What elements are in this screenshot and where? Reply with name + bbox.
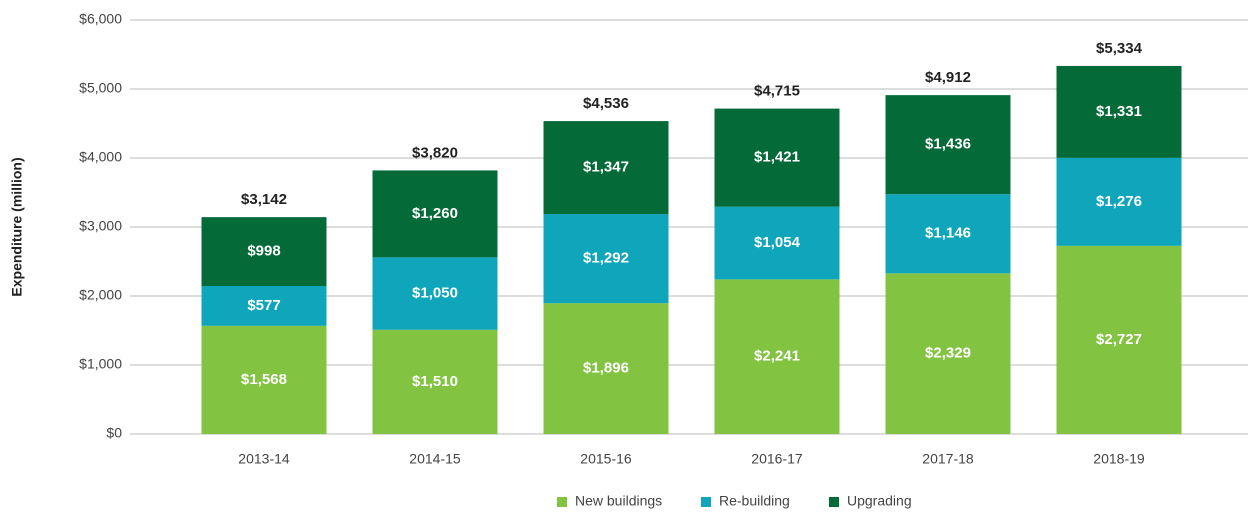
value-label: $998 bbox=[247, 243, 280, 260]
y-tick-label: $0 bbox=[106, 425, 122, 441]
x-tick-label: 2015-16 bbox=[580, 451, 632, 467]
total-label: $5,334 bbox=[1096, 40, 1143, 57]
legend-swatch bbox=[557, 497, 567, 507]
bar-segment bbox=[714, 279, 840, 434]
y-tick-label: $4,000 bbox=[79, 149, 122, 165]
x-tick-label: 2014-15 bbox=[409, 451, 461, 467]
value-label: $1,568 bbox=[241, 371, 287, 388]
value-label: $1,510 bbox=[412, 373, 458, 390]
bar-segment bbox=[201, 285, 327, 326]
value-label: $1,292 bbox=[583, 250, 629, 267]
bar-segment bbox=[372, 257, 498, 330]
y-tick-label: $1,000 bbox=[79, 356, 122, 372]
value-label: $1,331 bbox=[1096, 103, 1142, 120]
value-label: $1,054 bbox=[754, 234, 801, 251]
bar-segment bbox=[201, 217, 327, 286]
value-label: $1,421 bbox=[754, 149, 800, 166]
y-axis-title: Expenditure (million) bbox=[9, 157, 25, 296]
x-tick-label: 2018-19 bbox=[1093, 451, 1145, 467]
value-label: $1,146 bbox=[925, 225, 971, 242]
legend-label: New buildings bbox=[575, 493, 662, 509]
x-tick-label: 2016-17 bbox=[751, 451, 803, 467]
bar-segment bbox=[714, 206, 840, 280]
x-tick-label: 2013-14 bbox=[238, 451, 290, 467]
bar-segment bbox=[885, 95, 1011, 195]
value-label: $2,727 bbox=[1096, 331, 1142, 348]
bar-segment bbox=[1056, 245, 1182, 434]
total-label: $4,715 bbox=[754, 83, 800, 100]
bar-segment bbox=[1056, 65, 1182, 158]
legend-swatch bbox=[829, 497, 839, 507]
bar-segment bbox=[543, 121, 669, 215]
y-tick-label: $5,000 bbox=[79, 80, 122, 96]
value-label: $1,436 bbox=[925, 136, 971, 153]
total-label: $4,536 bbox=[583, 95, 629, 112]
bar-segment bbox=[1056, 157, 1182, 246]
bar-segment bbox=[372, 329, 498, 434]
bar-segment bbox=[372, 170, 498, 258]
bar-segment bbox=[201, 325, 327, 434]
x-tick-label: 2017-18 bbox=[922, 451, 974, 467]
value-label: $1,347 bbox=[583, 159, 629, 176]
value-label: $577 bbox=[247, 297, 280, 314]
total-label: $4,912 bbox=[925, 69, 971, 86]
total-label: $3,820 bbox=[412, 144, 458, 161]
bar-segment bbox=[885, 273, 1011, 434]
y-tick-label: $2,000 bbox=[79, 287, 122, 303]
bar-segment bbox=[714, 108, 840, 207]
value-label: $1,260 bbox=[412, 205, 458, 222]
legend-swatch bbox=[701, 497, 711, 507]
legend-label: Upgrading bbox=[847, 493, 912, 509]
y-tick-label: $6,000 bbox=[79, 11, 122, 27]
legend-label: Re-building bbox=[719, 493, 790, 509]
total-label: $3,142 bbox=[241, 191, 287, 208]
bar-segment bbox=[885, 194, 1011, 274]
bar-segment bbox=[543, 303, 669, 434]
value-label: $1,050 bbox=[412, 285, 458, 302]
value-label: $2,329 bbox=[925, 345, 971, 362]
value-label: $1,896 bbox=[583, 360, 629, 377]
value-label: $2,241 bbox=[754, 348, 800, 365]
y-tick-label: $3,000 bbox=[79, 218, 122, 234]
value-label: $1,276 bbox=[1096, 193, 1142, 210]
bar-segment bbox=[543, 214, 669, 304]
